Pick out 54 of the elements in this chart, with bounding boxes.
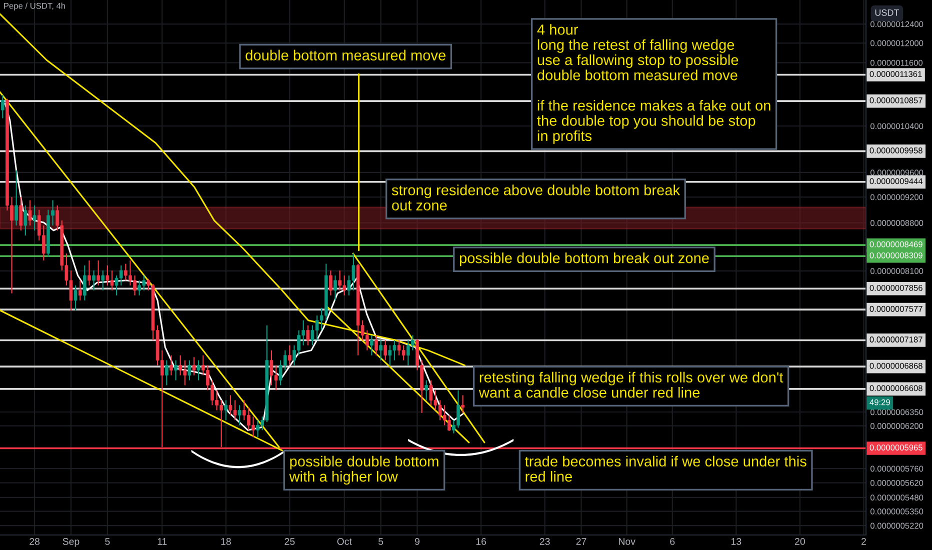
x-tick-label: Nov (618, 538, 636, 545)
ref-line-label: 0.0000009444 (870, 178, 923, 184)
x-tick-label: 25 (284, 538, 295, 545)
annotation: possible double bottom with a higher low (289, 456, 438, 485)
x-tick-label: 2 (862, 538, 866, 545)
y-tick-label: 0.0000012400 (870, 21, 924, 28)
annotation: double bottom measured move (246, 50, 446, 60)
ref-line-label: 0.0000010857 (870, 97, 922, 104)
text: 4 hour long the retest of falling wedge use a fallowing stop to possible double bottom measured move if the residence makes a fake out on the double top you should be stop in profits (537, 24, 770, 144)
ref-line-label: 0.0000007856 (870, 284, 922, 291)
ref-line-label: 0.0000006608 (870, 385, 922, 392)
y-tick-label: 0.0000005350 (870, 508, 924, 514)
y-tick-label: 0.0000005480 (870, 494, 924, 501)
ref-line-label: 0.0000007577 (870, 306, 922, 312)
ref-line-label: 0.0000007187 (870, 336, 922, 342)
y-axis-title: USDT (875, 9, 900, 16)
y-tick-label: 0.0000005760 (870, 466, 924, 472)
ref-line-label: 0.0000011361 (870, 71, 922, 78)
x-tick-label: Sep (62, 538, 80, 547)
x-tick-label: 23 (540, 538, 550, 545)
ref-line-label: 0.0000006868 (870, 362, 922, 369)
y-tick-label: 0.0000008100 (870, 268, 924, 274)
x-tick-label: 5 (378, 538, 384, 545)
annotation: possible double bottom break out zone (460, 252, 709, 266)
annotation: retesting falling wedge if this rolls over we don't want a candle close under red line (478, 372, 784, 398)
annotation: strong residence above double bottom break out zone (392, 184, 680, 210)
x-tick-label: 27 (576, 538, 586, 545)
x-tick-label: 13 (731, 538, 742, 545)
x-tick-label: Oct (337, 538, 352, 545)
text: 49:29 (870, 399, 890, 406)
x-tick-label: 9 (414, 538, 420, 545)
y-tick-label: 0.0000012000 (870, 40, 924, 46)
annotation: trade becomes invalid if we close under this red line (525, 456, 806, 482)
ref-line-label: 0.0000009958 (870, 148, 922, 154)
x-tick-label: 18 (221, 538, 231, 545)
y-tick-label: 0.0000005220 (870, 522, 924, 529)
y-tick-label: 0.0000010400 (870, 123, 924, 130)
x-tick-label: 6 (670, 538, 675, 545)
chart-title: Pepe / USDT, 4h (4, 2, 65, 10)
y-tick-label: 0.0000005620 (870, 480, 924, 486)
x-tick-label: 5 (105, 538, 110, 545)
ref-line-label: 0.0000008469 (870, 241, 922, 248)
ref-line-label: 0.0000008309 (870, 252, 922, 258)
x-tick-label: 20 (795, 538, 805, 545)
y-tick-label: 0.0000006200 (870, 423, 924, 429)
x-tick-label: 11 (158, 538, 167, 545)
y-tick-label: 0.0000008800 (870, 220, 924, 226)
y-tick-label: 0.0000006350 (870, 409, 924, 416)
y-tick-label: 0.0000011600 (870, 60, 923, 66)
y-tick-label: 0.0000009600 (870, 170, 924, 176)
ref-line-label: 0.0000005965 (870, 444, 922, 450)
x-tick-label: 28 (30, 538, 40, 545)
y-tick-label: 0.0000009200 (870, 194, 924, 200)
x-tick-label: 16 (476, 538, 486, 545)
